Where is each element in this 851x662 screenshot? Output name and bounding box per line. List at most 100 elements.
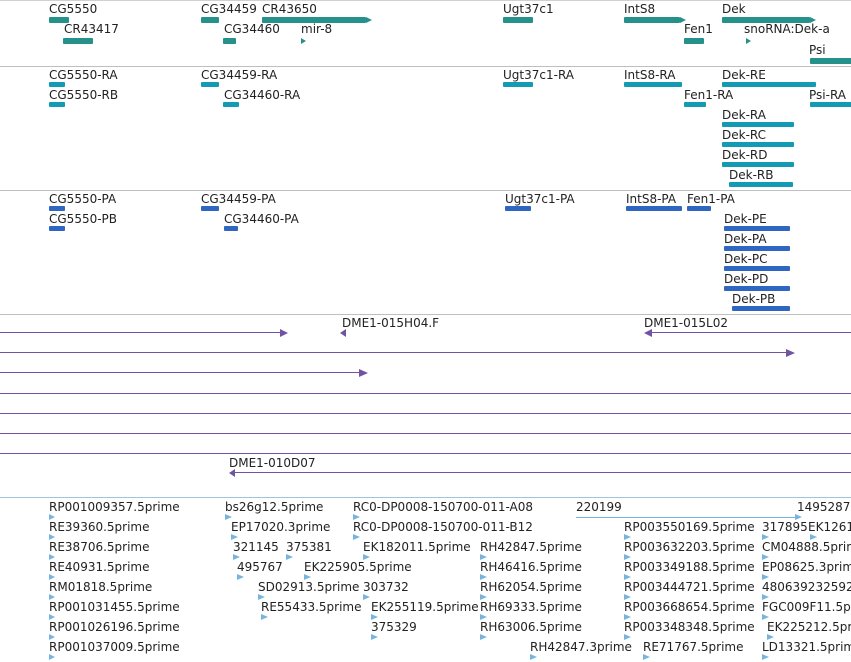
est-label[interactable]: EP17020.3prime	[231, 520, 331, 534]
gene-feature[interactable]	[223, 38, 236, 44]
est-feature[interactable]	[624, 594, 631, 600]
clone-alignment[interactable]	[0, 453, 851, 454]
est-label[interactable]: 1495287	[797, 500, 851, 514]
transcript-feature[interactable]	[722, 122, 794, 127]
est-feature[interactable]	[762, 554, 769, 560]
est-feature[interactable]	[643, 654, 650, 660]
est-feature[interactable]	[286, 554, 293, 560]
protein-feature[interactable]	[732, 306, 790, 311]
est-label[interactable]: 480639232592	[762, 580, 851, 594]
est-label[interactable]: EK225212.5prime	[767, 620, 851, 634]
est-feature[interactable]	[762, 614, 769, 620]
gene-feature[interactable]	[684, 38, 704, 44]
clone-label[interactable]: DME1-010D07	[229, 456, 316, 470]
protein-label[interactable]: Dek-PB	[732, 292, 776, 306]
gene-feature[interactable]	[63, 38, 93, 44]
gene-label[interactable]: Dek	[722, 2, 746, 16]
est-label[interactable]: RM01818.5prime	[49, 580, 153, 594]
protein-feature[interactable]	[687, 206, 711, 211]
protein-label[interactable]: Dek-PE	[724, 212, 767, 226]
protein-feature[interactable]	[224, 226, 238, 231]
gene-label[interactable]: snoRNA:Dek-a	[744, 22, 830, 36]
est-label[interactable]: SD02913.5prime	[258, 580, 360, 594]
est-feature[interactable]	[762, 574, 769, 580]
clone-alignment[interactable]	[0, 372, 362, 373]
est-label[interactable]: bs26g12.5prime	[225, 500, 324, 514]
est-label[interactable]: RP003348348.5prime	[624, 620, 755, 634]
est-feature[interactable]	[371, 614, 378, 620]
est-feature[interactable]	[363, 594, 370, 600]
protein-feature[interactable]	[724, 266, 790, 271]
est-feature[interactable]	[480, 574, 487, 580]
transcript-feature[interactable]	[729, 182, 793, 187]
est-label[interactable]: RE39360.5prime	[49, 520, 150, 534]
est-label[interactable]: RC0-DP0008-150700-011-A08	[353, 500, 534, 514]
transcript-label[interactable]: Dek-RC	[722, 128, 767, 142]
est-feature[interactable]	[480, 634, 487, 640]
est-feature[interactable]	[233, 554, 240, 560]
est-feature[interactable]	[49, 654, 55, 660]
est-feature[interactable]	[231, 534, 238, 540]
gene-feature[interactable]	[503, 17, 533, 23]
est-feature[interactable]	[49, 554, 55, 560]
est-label[interactable]: RH63006.5prime	[480, 620, 582, 634]
est-label[interactable]: RP001009357.5prime	[49, 500, 180, 514]
gene-feature[interactable]	[722, 17, 810, 23]
protein-feature[interactable]	[49, 206, 65, 211]
est-feature[interactable]	[480, 554, 487, 560]
est-label[interactable]: RP001037009.5prime	[49, 640, 180, 654]
est-label[interactable]: RP003550169.5prime	[624, 520, 755, 534]
est-label[interactable]: EK182011.5prime	[363, 540, 471, 554]
est-feature[interactable]	[530, 654, 537, 660]
est-label[interactable]: RH69333.5prime	[480, 600, 582, 614]
est-feature[interactable]	[49, 534, 55, 540]
est-feature[interactable]	[49, 594, 55, 600]
protein-label[interactable]: CG34459-PA	[201, 192, 276, 206]
transcript-feature[interactable]	[624, 82, 682, 87]
protein-label[interactable]: Fen1-PA	[687, 192, 735, 206]
transcript-feature[interactable]	[722, 162, 794, 167]
transcript-label[interactable]: Dek-RB	[729, 168, 774, 182]
est-label[interactable]: RE40931.5prime	[49, 560, 150, 574]
gene-label[interactable]: IntS8	[624, 2, 656, 16]
protein-label[interactable]: CG5550-PA	[49, 192, 117, 206]
est-label[interactable]: FGC009F11.5prime	[762, 600, 851, 614]
protein-feature[interactable]	[49, 226, 65, 231]
est-label[interactable]: EK225905.5prime	[304, 560, 412, 574]
est-feature[interactable]	[810, 534, 817, 540]
transcript-label[interactable]: CG5550-RB	[49, 88, 119, 102]
est-label[interactable]: RP001031455.5prime	[49, 600, 180, 614]
est-feature[interactable]	[576, 517, 796, 518]
est-label[interactable]: 303732	[363, 580, 409, 594]
gene-label[interactable]: CG34460	[224, 22, 280, 36]
est-label[interactable]: 375381	[286, 540, 332, 554]
transcript-label[interactable]: IntS8-RA	[624, 68, 676, 82]
est-label[interactable]: 321145	[233, 540, 279, 554]
gene-label[interactable]: CG5550	[49, 2, 98, 16]
est-label[interactable]: RP003349188.5prime	[624, 560, 755, 574]
est-label[interactable]: EP08625.3prime	[762, 560, 851, 574]
est-feature[interactable]	[624, 554, 631, 560]
clone-alignment[interactable]	[0, 413, 851, 414]
est-label[interactable]: CM04888.5prime	[762, 540, 851, 554]
gene-feature[interactable]	[624, 17, 680, 23]
protein-feature[interactable]	[505, 206, 531, 211]
est-label[interactable]: EK1261	[808, 520, 851, 534]
transcript-feature[interactable]	[201, 82, 219, 87]
est-feature[interactable]	[258, 594, 265, 600]
est-feature[interactable]	[225, 514, 232, 520]
protein-feature[interactable]	[724, 246, 790, 251]
protein-label[interactable]: Dek-PC	[724, 252, 768, 266]
transcript-feature[interactable]	[49, 102, 65, 107]
gene-label[interactable]: CR43650	[262, 2, 317, 16]
est-label[interactable]: RH46416.5prime	[480, 560, 582, 574]
est-feature[interactable]	[353, 534, 360, 540]
est-feature[interactable]	[480, 594, 487, 600]
est-label[interactable]: LD13321.5prime	[762, 640, 851, 654]
est-label[interactable]: RE38706.5prime	[49, 540, 150, 554]
est-feature[interactable]	[762, 534, 769, 540]
protein-label[interactable]: Dek-PD	[724, 272, 769, 286]
clone-alignment[interactable]	[0, 393, 851, 394]
gene-label[interactable]: Fen1	[684, 22, 713, 36]
protein-label[interactable]: Dek-PA	[724, 232, 767, 246]
